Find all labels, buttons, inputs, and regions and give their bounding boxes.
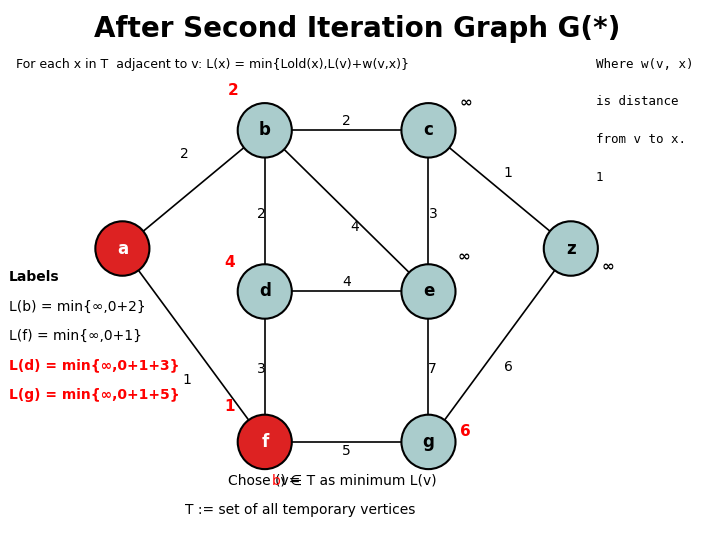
Text: b: b (258, 122, 271, 139)
Text: For each x in T  adjacent to v: L(x) = min{Lold(x),L(v)+w(v,x)}: For each x in T adjacent to v: L(x) = mi… (16, 58, 409, 71)
Text: Chose (v=: Chose (v= (228, 474, 305, 488)
Text: ) ∈ T as minimum L(v): ) ∈ T as minimum L(v) (276, 474, 437, 488)
Ellipse shape (238, 103, 292, 158)
Ellipse shape (402, 264, 456, 319)
Text: is distance: is distance (595, 96, 678, 109)
Text: e: e (423, 282, 434, 300)
Text: ∞: ∞ (459, 94, 472, 109)
Text: 1: 1 (183, 373, 192, 387)
Text: 4: 4 (350, 220, 359, 234)
Text: 2: 2 (342, 114, 351, 128)
Ellipse shape (402, 103, 456, 158)
Text: 2: 2 (228, 83, 238, 98)
Text: 1: 1 (224, 399, 235, 414)
Ellipse shape (238, 415, 292, 469)
Ellipse shape (544, 221, 598, 276)
Text: 5: 5 (342, 444, 351, 458)
Text: 2: 2 (257, 207, 266, 221)
Text: 2: 2 (180, 147, 189, 161)
Text: 3: 3 (257, 362, 266, 376)
Ellipse shape (95, 221, 150, 276)
Text: Chose (v=: Chose (v= (0, 539, 1, 540)
Ellipse shape (238, 264, 292, 319)
Text: f: f (261, 433, 269, 451)
Text: 1: 1 (595, 171, 603, 184)
Text: L(b) = min{∞,0+2}: L(b) = min{∞,0+2} (9, 300, 145, 314)
Text: ∞: ∞ (601, 259, 614, 274)
Text: 6: 6 (503, 360, 513, 374)
Text: from v to x.: from v to x. (595, 133, 685, 146)
Text: L(d) = min{∞,0+1+3}: L(d) = min{∞,0+1+3} (9, 359, 179, 373)
Text: L(f) = min{∞,0+1}: L(f) = min{∞,0+1} (9, 329, 142, 343)
Text: 4: 4 (342, 275, 351, 289)
Text: 6: 6 (460, 424, 471, 438)
Text: b: b (271, 474, 281, 488)
Text: After Second Iteration Graph G(*): After Second Iteration Graph G(*) (94, 15, 621, 43)
Text: ∞: ∞ (458, 248, 470, 263)
Text: T := set of all temporary vertices: T := set of all temporary vertices (185, 503, 415, 517)
Text: c: c (423, 122, 433, 139)
Text: Where w(v, x): Where w(v, x) (595, 58, 693, 71)
Text: Labels: Labels (9, 270, 59, 284)
Ellipse shape (402, 415, 456, 469)
Text: d: d (258, 282, 271, 300)
Text: 7: 7 (428, 362, 437, 376)
Text: g: g (423, 433, 434, 451)
Text: a: a (117, 240, 128, 258)
Text: 3: 3 (428, 207, 437, 221)
Text: z: z (566, 240, 575, 258)
Text: 1: 1 (503, 166, 513, 180)
Text: L(g) = min{∞,0+1+5}: L(g) = min{∞,0+1+5} (9, 388, 179, 402)
Text: 4: 4 (224, 255, 235, 271)
